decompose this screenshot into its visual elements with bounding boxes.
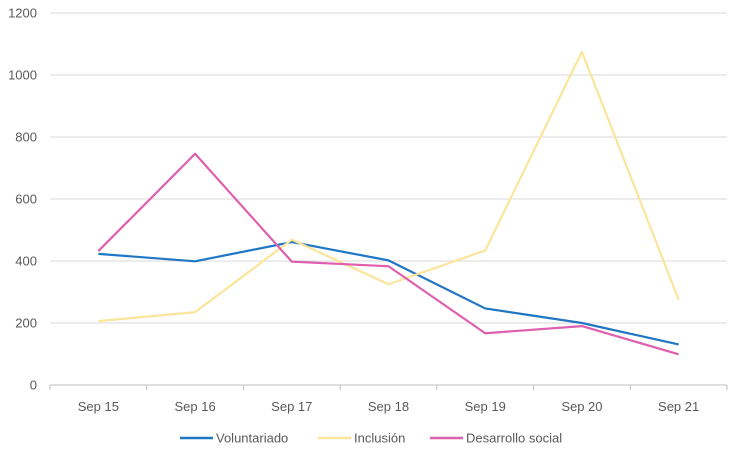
y-tick-label: 400 <box>15 254 37 269</box>
y-tick-label: 1000 <box>8 68 37 83</box>
series-line-voluntariado <box>98 240 679 346</box>
x-tick-label: Sep 16 <box>174 399 215 414</box>
x-tick-label: Sep 21 <box>658 399 699 414</box>
y-tick-label: 1200 <box>8 6 37 21</box>
legend-label: Desarrollo social <box>466 431 562 446</box>
x-tick-label: Sep 15 <box>78 399 119 414</box>
x-tick-label: Sep 19 <box>465 399 506 414</box>
x-tick-label: Sep 20 <box>561 399 602 414</box>
y-tick-label: 200 <box>15 316 37 331</box>
y-tick-label: 0 <box>30 378 37 393</box>
y-tick-label: 600 <box>15 192 37 207</box>
series-line-desarrollo-social <box>97 152 679 356</box>
x-tick-label: Sep 18 <box>368 399 409 414</box>
legend-label: Inclusión <box>354 431 405 446</box>
x-tick-label: Sep 17 <box>271 399 312 414</box>
legend-label: Voluntariado <box>216 431 288 446</box>
y-tick-label: 800 <box>15 130 37 145</box>
series-line-inclusión <box>98 50 680 323</box>
